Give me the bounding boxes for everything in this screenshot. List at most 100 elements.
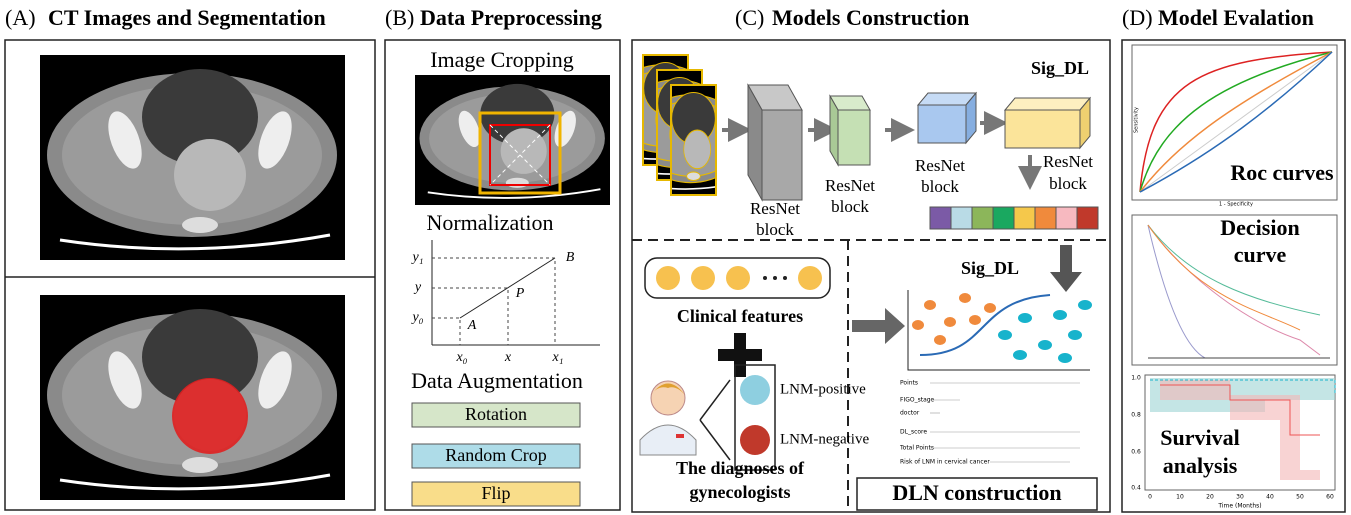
nomogram-row: doctor (900, 410, 920, 417)
shape (998, 330, 1012, 340)
shape (606, 55, 748, 195)
shape (912, 293, 996, 345)
axis-label: Sensitivity (1134, 107, 1140, 133)
block-label: block (921, 177, 959, 196)
shape (432, 258, 555, 345)
tick-label: 0.6 (1131, 449, 1141, 456)
axis-label: x₀ (455, 350, 467, 365)
shape (656, 266, 822, 290)
axis-label: y₁ (410, 250, 423, 265)
step-title: Image Cropping (430, 47, 574, 72)
shape (838, 110, 870, 165)
input-label: Clinical features (677, 306, 803, 326)
block-label: block (831, 197, 869, 216)
shape (852, 308, 905, 344)
panel-title: CT Images and Segmentation (48, 5, 326, 30)
shape (1068, 330, 1082, 340)
shape (718, 349, 762, 361)
shape (691, 266, 715, 290)
feature-bar (930, 207, 1098, 229)
shape (1053, 310, 1067, 320)
nomogram-row: DL_score (900, 429, 927, 436)
shape (763, 276, 767, 280)
block-label: ResNet (825, 176, 875, 195)
shape (918, 105, 966, 143)
chart-title: curve (1234, 242, 1287, 267)
axis-label: 1 - Specificity (1219, 202, 1253, 208)
block-label: block (756, 220, 794, 239)
class-label: LNM-positive (780, 381, 866, 397)
tick-label: 40 (1266, 494, 1274, 501)
chart-title: analysis (1163, 453, 1238, 478)
shape (944, 317, 956, 327)
nomogram-row: Total Points (899, 445, 934, 452)
model-name: Sig_DL (961, 258, 1019, 278)
block-label: block (1049, 174, 1087, 193)
shape: Points FIGO_stage doctor DL_score Total … (899, 380, 1080, 466)
shape (969, 315, 981, 325)
panel-label: (B) (385, 5, 414, 30)
page: (A) CT Images and Segmentation (B) Data … (0, 0, 1351, 515)
shape (748, 85, 1090, 200)
nomogram-row: Risk of LNM in cervical cancer (900, 459, 990, 466)
shape (959, 293, 971, 303)
panel-label: (C) (735, 5, 764, 30)
panel-title: Models Construction (772, 5, 969, 30)
axis-label: y (413, 280, 422, 295)
axis-label: x₁ (551, 350, 563, 365)
panel-title: Model Evalation (1158, 5, 1314, 30)
shape (1035, 207, 1056, 229)
shape (972, 207, 993, 229)
shape (1050, 245, 1082, 292)
doctor-icon (640, 381, 696, 455)
ct-image (40, 55, 345, 260)
chart-title: Decision (1220, 215, 1299, 240)
shape (783, 276, 787, 280)
axis-label: Time (Months) (1217, 503, 1261, 510)
shape (912, 320, 924, 330)
shape (773, 276, 777, 280)
axis-label: y₀ (410, 310, 423, 325)
tumor-mask (172, 378, 248, 454)
shape (1058, 353, 1072, 363)
chart-title: Survival (1160, 425, 1239, 450)
shape (798, 266, 822, 290)
shape (762, 110, 802, 200)
shape (740, 375, 770, 405)
shape (1005, 110, 1080, 148)
shape (951, 207, 972, 229)
shape (1056, 207, 1077, 229)
tick-label: 20 (1206, 494, 1214, 501)
tick-label: 10 (1176, 494, 1184, 501)
step-title: Normalization (426, 210, 553, 235)
shape (934, 335, 946, 345)
shape (930, 207, 951, 229)
tick-label: 0.4 (1131, 485, 1141, 492)
panel-label: (A) (5, 5, 36, 30)
nomogram-row: FIGO_stage (900, 397, 935, 404)
block-label: ResNet (915, 156, 965, 175)
input-label: gynecologists (690, 482, 791, 502)
input-label: The diagnoses of (676, 458, 805, 478)
shape (726, 266, 750, 290)
shape (984, 303, 996, 313)
shape (1018, 313, 1032, 323)
shape (1013, 350, 1027, 360)
shape (1014, 207, 1035, 229)
shape (1005, 98, 1090, 110)
panel-title: Data Preprocessing (420, 5, 602, 30)
shape (640, 425, 696, 455)
shape (998, 300, 1092, 363)
tick-label: 1.0 (1131, 375, 1141, 382)
shape (1077, 207, 1098, 229)
step-title: Data Augmentation (411, 368, 583, 393)
block-label: ResNet (750, 199, 800, 218)
shape (920, 295, 1050, 355)
axis-label: x (504, 350, 512, 365)
panel-label: (D) (1122, 5, 1153, 30)
shape (676, 434, 684, 438)
aug-op: Flip (481, 483, 510, 503)
aug-op: Rotation (465, 404, 527, 424)
tick-label: 0 (1148, 494, 1152, 501)
block-label: ResNet (1043, 152, 1093, 171)
